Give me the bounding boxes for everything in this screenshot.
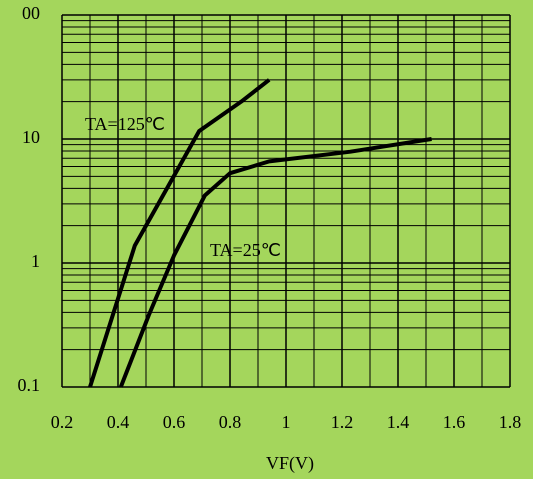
x-tick-label: 1 (282, 412, 291, 432)
x-tick-label: 0.6 (163, 412, 186, 432)
x-tick-label: 1.6 (443, 412, 466, 432)
x-axis-label: VF(V) (266, 453, 314, 474)
x-tick-label: 0.2 (51, 412, 74, 432)
x-tick-label: 0.4 (107, 412, 130, 432)
x-tick-label: 0.8 (219, 412, 242, 432)
line-series (118, 137, 432, 388)
series-label: TA=125℃ (85, 114, 165, 134)
x-tick-label: 1.8 (499, 412, 522, 432)
x-tick-label: 1.2 (331, 412, 354, 432)
y-tick-label: 00 (22, 3, 40, 23)
y-tick-label: 10 (22, 127, 40, 147)
series-label: TA=25℃ (210, 240, 281, 260)
y-tick-label: 1 (31, 251, 40, 271)
line-series (88, 78, 271, 388)
x-tick-label: 1.4 (387, 412, 410, 432)
y-tick-label: 0.1 (18, 375, 41, 395)
